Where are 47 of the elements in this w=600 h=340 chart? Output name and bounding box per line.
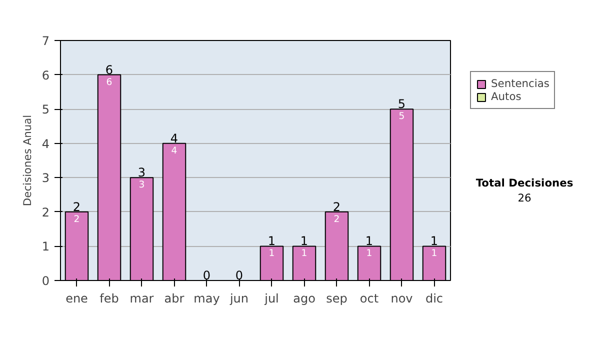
total-label: 1 [430, 234, 438, 248]
x-tick-label: mar [130, 292, 154, 306]
data-label: 1 [366, 248, 372, 260]
total-label: 1 [268, 234, 276, 248]
x-tick-label: sep [326, 292, 348, 306]
total-label: 5 [398, 97, 406, 112]
y-tick-label: 7 [42, 34, 50, 48]
x-tick-label: abr [164, 292, 184, 306]
data-label: 2 [74, 214, 80, 225]
x-tick-label: may [194, 292, 220, 306]
y-tick-label: 1 [42, 240, 50, 254]
y-tick-label: 3 [42, 171, 50, 186]
x-tick-label: ene [66, 292, 88, 306]
x-tick-label: nov [390, 292, 413, 306]
text: 26 [518, 191, 532, 204]
data-label: 6 [106, 76, 112, 88]
total-label: 0 [235, 268, 244, 282]
total-label: 3 [138, 166, 146, 180]
total-label: 2 [332, 200, 341, 214]
legend-label: Autos [491, 90, 522, 103]
data-label: 3 [138, 180, 145, 191]
data-label: 5 [398, 111, 405, 122]
x-tick-label: jul [264, 292, 279, 306]
y-tick-label: 6 [42, 68, 50, 82]
x-tick-label: oct [360, 292, 379, 306]
y-tick-label: 5 [42, 102, 50, 117]
x-tick-label: feb [100, 292, 119, 306]
y-tick-label: 4 [42, 136, 50, 151]
data-label: 1 [268, 248, 275, 260]
x-tick-label: ago [293, 292, 316, 306]
y-axis-title: Decisiones Anual [20, 114, 34, 206]
data-label: 2 [334, 214, 340, 225]
total-label: 6 [105, 62, 114, 77]
x-tick-label: dic [425, 292, 444, 306]
y-tick-label: 2 [42, 205, 50, 220]
text: Total Decisiones [476, 176, 574, 190]
legend-label: Sentencias [491, 77, 550, 90]
data-label: 1 [301, 248, 308, 260]
x-tick-label: jun [228, 292, 249, 306]
total-label: 0 [202, 268, 211, 282]
total-label: 1 [300, 234, 308, 248]
y-tick-label: 0 [42, 274, 50, 288]
total-label: 2 [72, 200, 81, 214]
data-label: 1 [431, 248, 438, 260]
data-label: 4 [171, 145, 178, 156]
total-label: 4 [170, 131, 178, 146]
total-label: 1 [365, 234, 374, 248]
